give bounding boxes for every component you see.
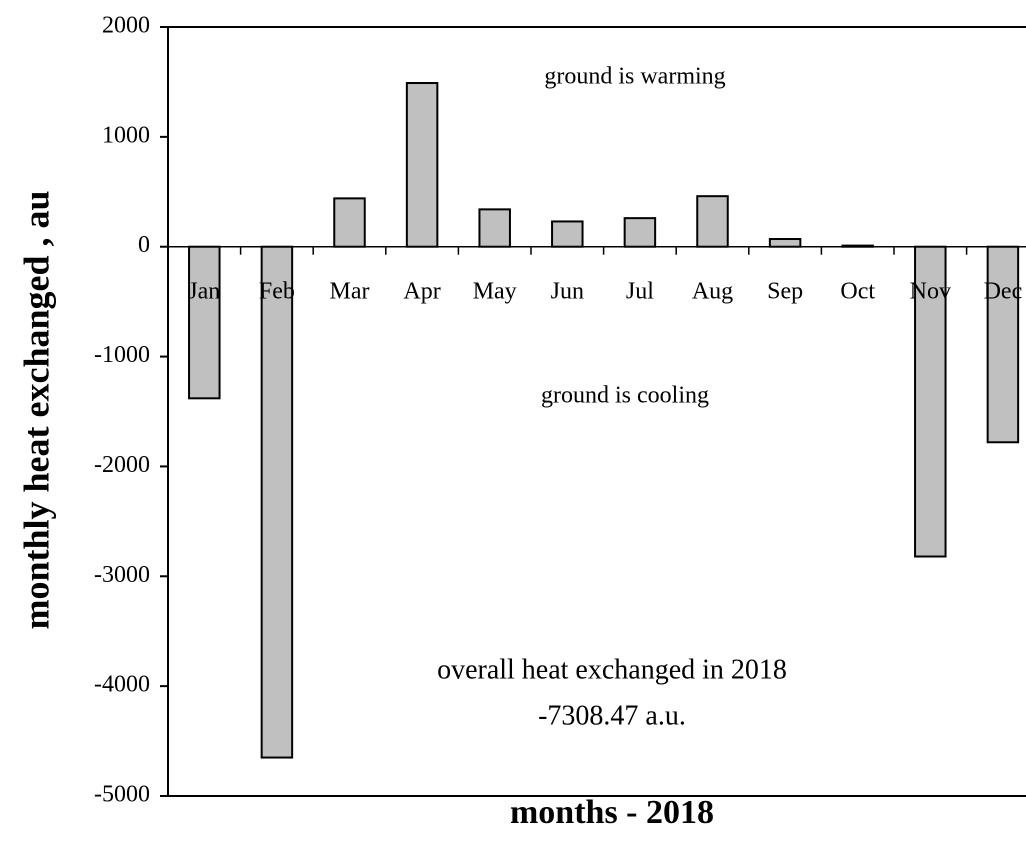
y-axis-label: monthly heat exchanged , au bbox=[16, 190, 56, 629]
y-tick-label: 0 bbox=[138, 232, 150, 258]
x-tick-label: Sep bbox=[767, 279, 803, 305]
x-axis-label: months - 2018 bbox=[510, 794, 714, 831]
annotation: -7308.47 a.u. bbox=[538, 700, 686, 731]
x-tick-label: Nov bbox=[910, 279, 951, 305]
y-tick-label: -1000 bbox=[94, 342, 150, 368]
bar bbox=[188, 245, 221, 400]
x-tick-label: May bbox=[473, 279, 517, 305]
y-tick-label: -5000 bbox=[94, 782, 150, 808]
annotation: ground is cooling bbox=[541, 383, 709, 409]
y-tick-label: 2000 bbox=[102, 13, 150, 39]
bar bbox=[405, 82, 439, 248]
x-tick-label: Oct bbox=[840, 279, 875, 305]
annotation: ground is warming bbox=[544, 64, 725, 90]
bar bbox=[260, 245, 294, 759]
bar bbox=[551, 220, 584, 248]
bar bbox=[696, 195, 729, 248]
y-tick-label: -2000 bbox=[94, 452, 150, 478]
y-tick-label: -4000 bbox=[94, 672, 150, 698]
x-tick-label: Mar bbox=[330, 279, 370, 305]
y-tick-label: -3000 bbox=[94, 562, 150, 588]
x-tick-label: Aug bbox=[692, 279, 733, 305]
x-tick-label: Jun bbox=[551, 279, 584, 305]
bar bbox=[623, 217, 657, 248]
bar bbox=[478, 208, 511, 248]
x-tick-label: Feb bbox=[259, 279, 295, 305]
bar bbox=[333, 197, 366, 248]
x-tick-label: Dec bbox=[984, 279, 1023, 305]
bar bbox=[986, 245, 1020, 444]
x-tick-label: Jul bbox=[626, 279, 654, 305]
y-tick-label: 1000 bbox=[102, 122, 150, 148]
bar bbox=[768, 238, 802, 248]
x-tick-label: Jan bbox=[188, 279, 220, 305]
x-tick-label: Apr bbox=[403, 279, 440, 305]
annotation: overall heat exchanged in 2018 bbox=[437, 654, 787, 685]
